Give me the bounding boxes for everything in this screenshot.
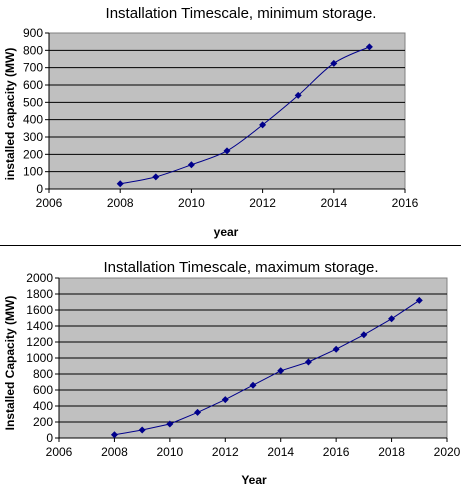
data-point <box>304 358 312 366</box>
chart-maximum-storage-svg: Installation Timescale, maximum storage.… <box>3 259 461 487</box>
data-point <box>152 173 160 181</box>
y-tick-label: 1800 <box>26 287 53 301</box>
data-point <box>294 91 302 99</box>
series-line <box>114 299 420 436</box>
data-point <box>194 408 202 416</box>
y-tick-label: 700 <box>23 61 43 75</box>
data-point <box>223 147 231 155</box>
data-point <box>259 121 267 129</box>
x-tick-label: 2012 <box>212 445 239 459</box>
chart-maximum-storage: Installation Timescale, maximum storage.… <box>0 250 461 490</box>
data-point <box>415 296 423 304</box>
x-axis-label: year <box>214 225 239 239</box>
y-tick-label: 200 <box>33 415 53 429</box>
data-point <box>166 420 174 428</box>
y-tick-label: 2000 <box>26 271 53 285</box>
chart-divider <box>0 245 461 246</box>
x-tick-label: 2006 <box>36 196 63 210</box>
y-axis-label: installed capacity (MW) <box>3 48 17 181</box>
x-tick-label: 2016 <box>392 196 419 210</box>
data-point <box>249 381 257 389</box>
y-tick-label: 500 <box>23 95 43 109</box>
x-tick-label: 2014 <box>320 196 347 210</box>
y-tick-label: 0 <box>46 431 53 445</box>
y-axis-label: Installed Capacity (MW) <box>3 296 17 431</box>
y-tick-label: 400 <box>33 399 53 413</box>
y-tick-label: 600 <box>33 383 53 397</box>
y-tick-label: 900 <box>23 26 43 40</box>
chart-minimum-storage-svg: Installation Timescale, minimum storage.… <box>3 5 419 239</box>
y-tick-label: 1000 <box>26 351 53 365</box>
x-tick-label: 2014 <box>267 445 294 459</box>
plot-area <box>48 32 406 190</box>
x-axis-label: Year <box>241 473 267 487</box>
y-tick-label: 1600 <box>26 303 53 317</box>
x-tick-label: 2008 <box>107 196 134 210</box>
x-tick-label: 2006 <box>46 445 73 459</box>
data-point <box>365 43 373 51</box>
y-tick-label: 300 <box>23 130 43 144</box>
y-tick-label: 400 <box>23 113 43 127</box>
chart-title: Installation Timescale, maximum storage. <box>103 259 378 276</box>
data-point <box>277 367 285 375</box>
x-tick-label: 2016 <box>323 445 350 459</box>
x-tick-label: 2012 <box>249 196 276 210</box>
data-point <box>187 161 195 169</box>
y-tick-label: 0 <box>36 182 43 196</box>
data-point <box>116 180 124 188</box>
y-tick-label: 100 <box>23 165 43 179</box>
x-tick-label: 2018 <box>378 445 405 459</box>
y-tick-label: 800 <box>33 367 53 381</box>
chart-title: Installation Timescale, minimum storage. <box>106 5 377 22</box>
data-point <box>388 315 396 323</box>
data-point <box>138 426 146 434</box>
data-point <box>332 345 340 353</box>
y-tick-label: 1400 <box>26 319 53 333</box>
data-point <box>330 59 338 67</box>
y-tick-label: 800 <box>23 43 43 57</box>
y-tick-label: 1200 <box>26 335 53 349</box>
x-tick-label: 2010 <box>157 445 184 459</box>
chart-minimum-storage: Installation Timescale, minimum storage.… <box>0 0 461 243</box>
data-point <box>221 396 229 404</box>
y-tick-label: 200 <box>23 147 43 161</box>
series-line <box>120 46 370 185</box>
data-point <box>110 431 118 439</box>
y-tick-label: 600 <box>23 78 43 92</box>
x-tick-label: 2008 <box>101 445 128 459</box>
x-tick-label: 2010 <box>178 196 205 210</box>
x-tick-label: 2020 <box>434 445 461 459</box>
data-point <box>360 331 368 339</box>
